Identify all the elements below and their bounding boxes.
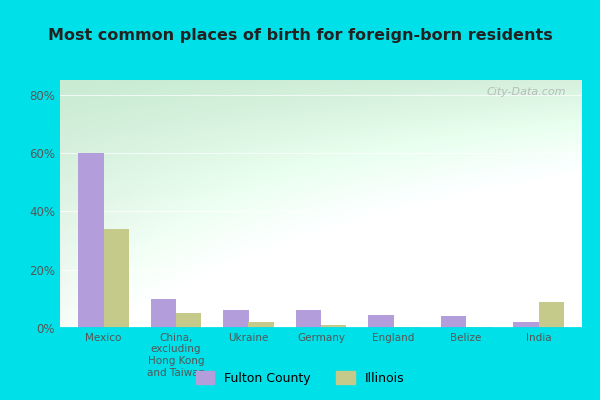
Bar (104, 229, 129, 328)
Bar (513, 322, 539, 328)
Bar (440, 316, 466, 328)
Bar (151, 299, 176, 328)
Bar (321, 325, 346, 328)
Bar (394, 326, 419, 328)
Text: City-Data.com: City-Data.com (487, 88, 566, 98)
Bar (176, 314, 202, 328)
Bar (466, 326, 491, 328)
Bar (368, 315, 394, 328)
Bar (539, 302, 564, 328)
Bar (248, 322, 274, 328)
Bar (223, 310, 248, 328)
Legend: Fulton County, Illinois: Fulton County, Illinois (191, 366, 409, 390)
Text: Most common places of birth for foreign-born residents: Most common places of birth for foreign-… (47, 28, 553, 43)
Bar (78, 153, 104, 328)
Bar (296, 310, 321, 328)
